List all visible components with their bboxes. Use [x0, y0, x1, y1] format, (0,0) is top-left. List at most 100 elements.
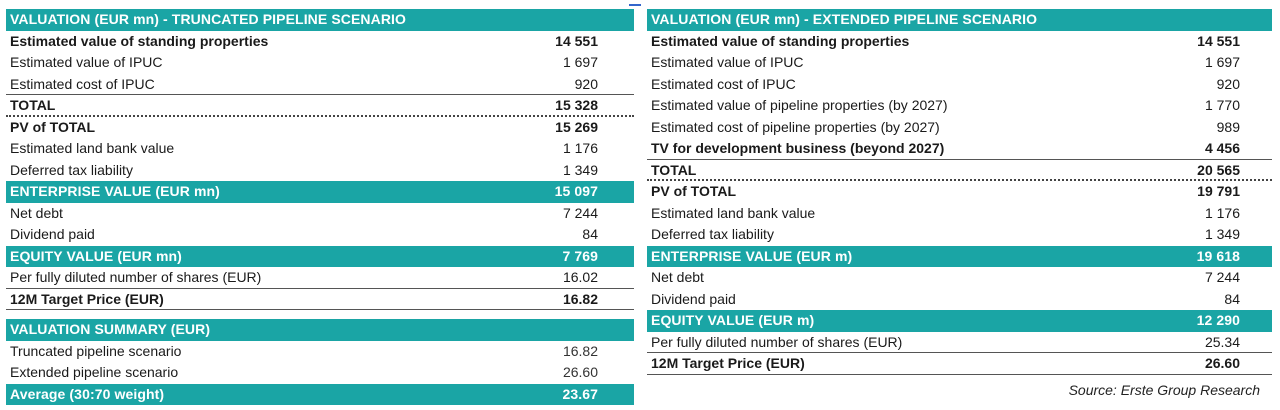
row-label: EQUITY VALUE (EUR mn)	[10, 247, 182, 264]
extended-scenario-table: VALUATION (EUR mn) - EXTENDED PIPELINE S…	[647, 9, 1272, 375]
right-row: Dividend paid 84	[647, 289, 1272, 311]
left-row: Estimated land bank value 1 176	[6, 138, 634, 160]
left-row: Per fully diluted number of shares (EUR)…	[6, 267, 634, 289]
row-label: Per fully diluted number of shares (EUR)	[10, 269, 262, 285]
left-row: Net debt 7 244	[6, 203, 634, 225]
row-value: 14 551	[555, 32, 598, 49]
row-label: Per fully diluted number of shares (EUR)	[651, 333, 903, 350]
left-row: Estimated value of standing properties 14…	[6, 31, 634, 53]
row-label: TOTAL	[651, 161, 697, 178]
row-label: PV of TOTAL	[10, 118, 96, 135]
left-row: Deferred tax liability 1 349	[6, 160, 634, 182]
row-value: 7 769	[562, 247, 598, 264]
row-value: 16.02	[562, 269, 598, 285]
row-label: Deferred tax liability	[651, 226, 774, 242]
row-value: 1 176	[1204, 204, 1240, 221]
left-row: Dividend paid 84	[6, 224, 634, 246]
row-value: 16.82	[562, 342, 598, 359]
left-row: PV of TOTAL 15 269	[6, 117, 634, 139]
summary-row: Extended pipeline scenario 26.60	[6, 362, 634, 384]
row-label: VALUATION SUMMARY (EUR)	[10, 321, 211, 337]
row-label: Dividend paid	[10, 226, 95, 242]
right-row: PV of TOTAL 19 791	[647, 181, 1272, 203]
right-row: ENTERPRISE VALUE (EUR m) 19 618	[647, 245, 1272, 267]
row-label: Estimated value of standing properties	[10, 32, 269, 49]
row-label: ENTERPRISE VALUE (EUR m)	[651, 247, 853, 264]
right-row: Estimated value of IPUC 1 697	[647, 52, 1272, 74]
row-label: Estimated land bank value	[10, 140, 175, 156]
row-label: Extended pipeline scenario	[10, 364, 179, 380]
right-row: Estimated land bank value 1 176	[647, 203, 1272, 225]
valuation-summary-table: VALUATION SUMMARY (EUR) Truncated pipelin…	[6, 319, 634, 405]
row-label: Estimated cost of pipeline properties (b…	[651, 118, 940, 135]
row-label: 12M Target Price (EUR)	[10, 290, 164, 307]
row-value: 12 290	[1196, 312, 1240, 328]
right-row: Net debt 7 244	[647, 267, 1272, 289]
row-value: 16.82	[562, 290, 598, 307]
row-label: Net debt	[10, 204, 63, 221]
row-value: 920	[574, 75, 598, 92]
left-row: EQUITY VALUE (EUR mn) 7 769	[6, 245, 634, 267]
right-row: Deferred tax liability 1 349	[647, 224, 1272, 246]
source-note: Source: Erste Group Research	[1068, 382, 1260, 398]
right-row: Estimated cost of pipeline properties (b…	[647, 117, 1272, 139]
right-row: Estimated cost of IPUC 920	[647, 74, 1272, 96]
right-row: Estimated value of standing properties 14…	[647, 31, 1272, 53]
row-label: VALUATION (EUR mn) - TRUNCATED PIPELINE …	[10, 11, 407, 27]
row-value: 1 349	[1204, 226, 1240, 242]
row-value: 15 097	[554, 183, 598, 199]
row-value: 15 328	[555, 97, 598, 113]
row-value: 1 697	[1204, 54, 1240, 70]
row-label: TOTAL	[10, 97, 56, 113]
row-label: Dividend paid	[651, 290, 736, 307]
right-row: VALUATION (EUR mn) - EXTENDED PIPELINE S…	[647, 9, 1272, 31]
row-label: PV of TOTAL	[651, 183, 737, 199]
row-label: Deferred tax liability	[10, 161, 133, 178]
row-label: ENTERPRISE VALUE (EUR mn)	[10, 183, 220, 199]
row-value: 26.60	[1204, 355, 1240, 371]
row-label: Net debt	[651, 269, 704, 285]
row-value: 20 565	[1197, 161, 1240, 178]
left-row: Estimated cost of IPUC 920	[6, 74, 634, 95]
decorative-mark	[629, 0, 641, 6]
row-value: 14 551	[1197, 32, 1240, 49]
row-value: 1 770	[1204, 97, 1240, 113]
row-label: Estimated value of standing properties	[651, 32, 910, 49]
row-value: 84	[1224, 290, 1240, 307]
row-value: 25.34	[1204, 333, 1240, 350]
truncated-scenario-table: VALUATION (EUR mn) - TRUNCATED PIPELINE …	[6, 9, 634, 310]
row-label: VALUATION (EUR mn) - EXTENDED PIPELINE S…	[651, 11, 1038, 27]
row-value: 7 244	[1204, 269, 1240, 285]
row-label: EQUITY VALUE (EUR m)	[651, 312, 815, 328]
right-row: Per fully diluted number of shares (EUR)…	[647, 332, 1272, 353]
row-label: TV for development business (beyond 2027…	[651, 140, 945, 156]
row-label: 12M Target Price (EUR)	[651, 355, 805, 371]
row-value: 1 349	[562, 161, 598, 178]
row-label: Truncated pipeline scenario	[10, 342, 182, 359]
row-label: Estimated value of IPUC	[651, 54, 804, 70]
row-value: 989	[1216, 118, 1240, 135]
left-row: VALUATION (EUR mn) - TRUNCATED PIPELINE …	[6, 9, 634, 31]
summary-row: VALUATION SUMMARY (EUR)	[6, 319, 634, 341]
row-label: Average (30:70 weight)	[10, 385, 165, 402]
row-value: 1 176	[562, 140, 598, 156]
left-row: 12M Target Price (EUR) 16.82	[6, 289, 634, 310]
row-value: 84	[582, 226, 598, 242]
right-row: EQUITY VALUE (EUR m) 12 290	[647, 310, 1272, 332]
row-value: 19 618	[1196, 247, 1240, 264]
row-value: 23.67	[562, 385, 598, 402]
row-value: 4 456	[1204, 140, 1240, 156]
left-row: ENTERPRISE VALUE (EUR mn) 15 097	[6, 181, 634, 203]
row-label: Estimated value of pipeline properties (…	[651, 97, 948, 113]
right-row: TV for development business (beyond 2027…	[647, 138, 1272, 160]
row-value: 920	[1216, 75, 1240, 92]
row-value: 19 791	[1197, 183, 1240, 199]
row-label: Estimated value of IPUC	[10, 54, 163, 70]
summary-row: Truncated pipeline scenario 16.82	[6, 341, 634, 363]
summary-row: Average (30:70 weight) 23.67	[6, 383, 634, 405]
row-value: 7 244	[562, 204, 598, 221]
row-label: Estimated land bank value	[651, 204, 816, 221]
row-label: Estimated cost of IPUC	[10, 75, 155, 92]
row-label: Estimated cost of IPUC	[651, 75, 796, 92]
row-value: 15 269	[555, 118, 598, 135]
